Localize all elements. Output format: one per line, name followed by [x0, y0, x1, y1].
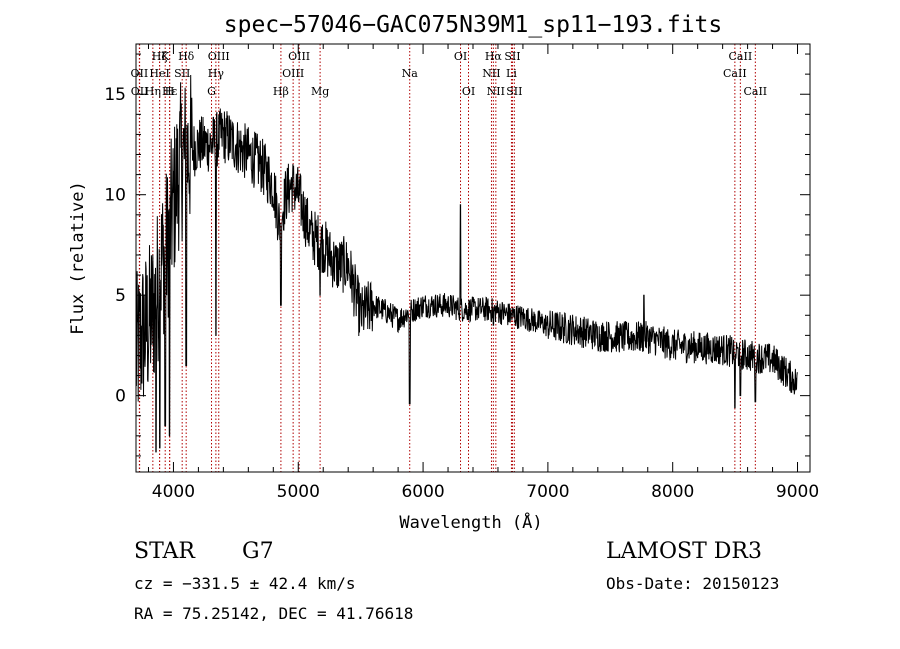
x-tick-label: 7000 — [526, 482, 569, 502]
line-label-caii: K — [161, 50, 170, 63]
spectrum-series — [135, 74, 798, 453]
y-tick-label: 5 — [115, 286, 126, 306]
x-tick-label: 9000 — [776, 482, 819, 502]
x-axis-label: Wavelength (Å) — [399, 511, 542, 533]
x-tick-label: 4000 — [152, 482, 195, 502]
line-label-hepsilon: Hε — [162, 85, 178, 98]
object-subclass: G7 — [242, 539, 274, 564]
axis-ticks: 4000 5000 6000 7000 8000 9000 0 5 10 15 — [104, 44, 819, 502]
x-tick-label: 5000 — [277, 482, 320, 502]
line-label-na: Na — [402, 67, 419, 80]
ra-dec: RA = 75.25142, DEC = 41.76618 — [134, 604, 414, 623]
line-label-li: Li — [506, 67, 517, 80]
y-tick-label: 0 — [115, 387, 126, 407]
survey-name: LAMOST DR3 — [606, 539, 762, 564]
line-label-oiii: OIII — [208, 50, 230, 63]
line-label-sii: SII — [174, 67, 190, 80]
line-label-g: G — [207, 85, 216, 98]
line-label-oi: OI — [454, 50, 467, 63]
redshift-cz: cz = −331.5 ± 42.4 km/s — [134, 574, 356, 593]
line-label-nii: NII — [487, 85, 505, 98]
line-label-hzeta: Hζ — [152, 50, 168, 63]
line-label-oiii: OIII — [288, 50, 310, 63]
spectral-line-markers — [138, 44, 756, 472]
line-label-caii: H — [165, 85, 175, 98]
observation-date: Obs-Date: 20150123 — [606, 574, 780, 593]
line-label-sii: SII — [506, 85, 522, 98]
plot-frame — [135, 43, 811, 473]
line-label-caii: CaII — [729, 50, 753, 63]
line-label-mg: Mg — [311, 85, 329, 98]
flux-line — [135, 74, 798, 453]
line-label-halpha: Hα — [485, 50, 503, 63]
line-label-oi: OI — [462, 85, 475, 98]
chart-title: spec−57046−GAC075N39M1_sp11−193.fits — [224, 12, 723, 38]
line-label-hei: HeI — [149, 67, 169, 80]
line-label-sii: SII — [504, 50, 520, 63]
line-label-hdelta: Hδ — [178, 50, 195, 63]
line-label-hepsilon2: Hη — [145, 85, 161, 98]
line-label-oiii: OIII — [282, 67, 304, 80]
y-axis-label: Flux (relative) — [68, 181, 88, 335]
line-label-caii: CaII — [743, 85, 767, 98]
line-label-oii: OII — [131, 85, 149, 98]
line-label-hbeta: Hβ — [273, 85, 289, 98]
x-tick-label: 8000 — [651, 482, 694, 502]
y-tick-label: 10 — [104, 186, 126, 206]
y-tick-label: 15 — [104, 85, 126, 105]
line-label-nii: NII — [482, 67, 500, 80]
line-label-hgamma: Hγ — [208, 67, 225, 80]
line-label-oii: OII — [131, 67, 149, 80]
line-label-caii: CaII — [723, 67, 747, 80]
x-tick-label: 6000 — [401, 482, 444, 502]
object-class: STAR — [134, 539, 195, 564]
